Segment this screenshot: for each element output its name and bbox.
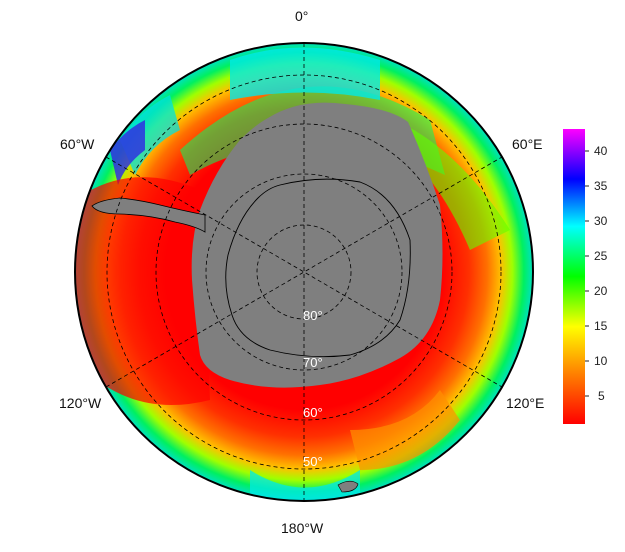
island bbox=[337, 480, 359, 493]
colorbar-tick-label: 30 bbox=[594, 214, 608, 228]
antarctica-coastline bbox=[225, 178, 411, 358]
colorbar-tick-label: 20 bbox=[594, 284, 608, 298]
lat-label-80: 80° bbox=[303, 308, 323, 323]
lat-label-50: 50° bbox=[303, 454, 323, 469]
colorbar-tick-label: 10 bbox=[594, 354, 608, 368]
graticule bbox=[105, 43, 503, 501]
colorbar bbox=[563, 129, 585, 424]
lon-label-60w: 60°W bbox=[60, 136, 95, 152]
colorbar-tick-label: 40 bbox=[594, 144, 608, 158]
colorbar-ticks bbox=[585, 150, 589, 397]
colorbar-tick-label: 15 bbox=[594, 319, 608, 333]
lon-label-0: 0° bbox=[295, 8, 309, 24]
lat-label-70: 70° bbox=[303, 355, 323, 370]
map-boundary bbox=[74, 42, 534, 502]
lon-label-180w: 180°W bbox=[281, 520, 324, 536]
lon-label-120e: 120°E bbox=[506, 395, 545, 411]
lon-label-60e: 60°E bbox=[512, 136, 543, 152]
lat-label-60: 60° bbox=[303, 405, 323, 420]
colorbar-tick-label: 25 bbox=[594, 249, 608, 263]
colorbar-tick-label: 35 bbox=[594, 179, 608, 193]
colorbar-tick-label: 5 bbox=[598, 389, 605, 403]
antarctic-peninsula bbox=[91, 197, 206, 233]
lon-label-120w: 120°W bbox=[59, 395, 102, 411]
